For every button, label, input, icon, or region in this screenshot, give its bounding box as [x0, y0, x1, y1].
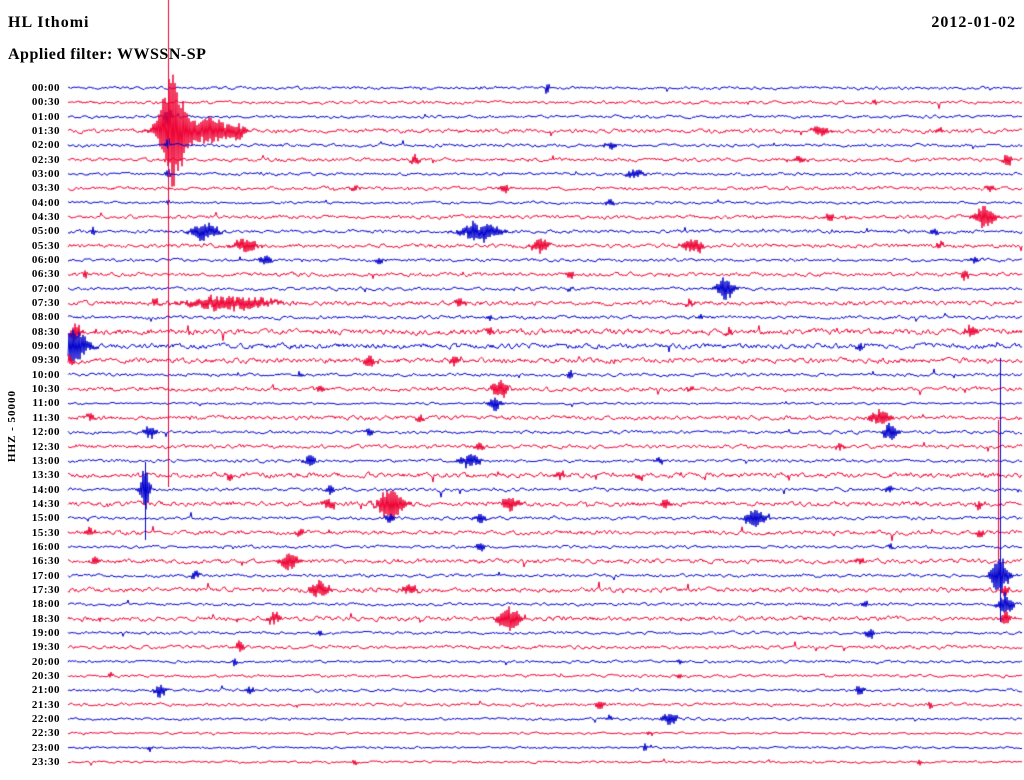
seismogram-canvas	[0, 0, 1024, 780]
seismogram-page: HL Ithomi 2012-01-02 Applied filter: WWS…	[0, 0, 1024, 780]
